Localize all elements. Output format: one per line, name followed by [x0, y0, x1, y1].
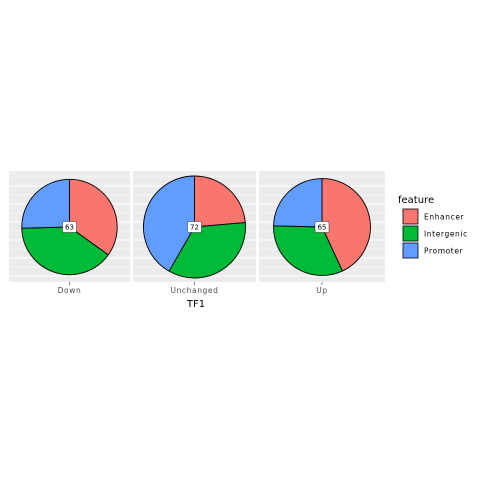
- count-label: 63: [65, 224, 74, 232]
- count-label: 65: [318, 224, 327, 232]
- x-axis-title: TF1: [186, 299, 205, 310]
- x-tick-label: Down: [58, 286, 82, 295]
- pie-slice-intergenic: [273, 225, 343, 276]
- legend-label-promoter: Promoter: [424, 247, 464, 256]
- pie-slice-intergenic: [21, 226, 109, 276]
- count-label-box: [187, 221, 202, 233]
- legend-label-intergenic: Intergenic: [424, 230, 468, 239]
- legend: feature Enhancer Intergenic Promoter: [398, 195, 468, 259]
- pie-slice-promoter: [143, 175, 195, 272]
- pie-slice-intergenic: [168, 222, 246, 279]
- legend-items: Enhancer Intergenic Promoter: [402, 208, 468, 259]
- pie-slice-promoter: [273, 178, 323, 228]
- legend-key-promoter: [402, 242, 419, 259]
- legend-title: feature: [398, 195, 434, 206]
- pie-slice-enhancer: [194, 175, 246, 228]
- pie-slice-enhancer: [69, 178, 118, 256]
- legend-label-enhancer: Enhancer: [424, 213, 465, 222]
- count-label: 72: [190, 224, 199, 232]
- x-ticks-layer: Down Unchanged Up: [58, 282, 327, 295]
- x-tick-label: Unchanged: [170, 286, 218, 295]
- pies-layer: 63 72 65: [21, 175, 371, 279]
- pie-up: 65: [273, 178, 371, 276]
- pie-slice-enhancer: [321, 178, 371, 272]
- count-label-box: [314, 221, 330, 233]
- count-label-box: [62, 221, 77, 233]
- legend-key-enhancer: [402, 208, 419, 225]
- legend-key-intergenic: [402, 225, 419, 242]
- pie-down: 63: [21, 178, 118, 276]
- pie-unchanged: 72: [143, 175, 246, 279]
- pie-slice-promoter: [21, 178, 70, 229]
- x-tick-label: Up: [316, 286, 327, 295]
